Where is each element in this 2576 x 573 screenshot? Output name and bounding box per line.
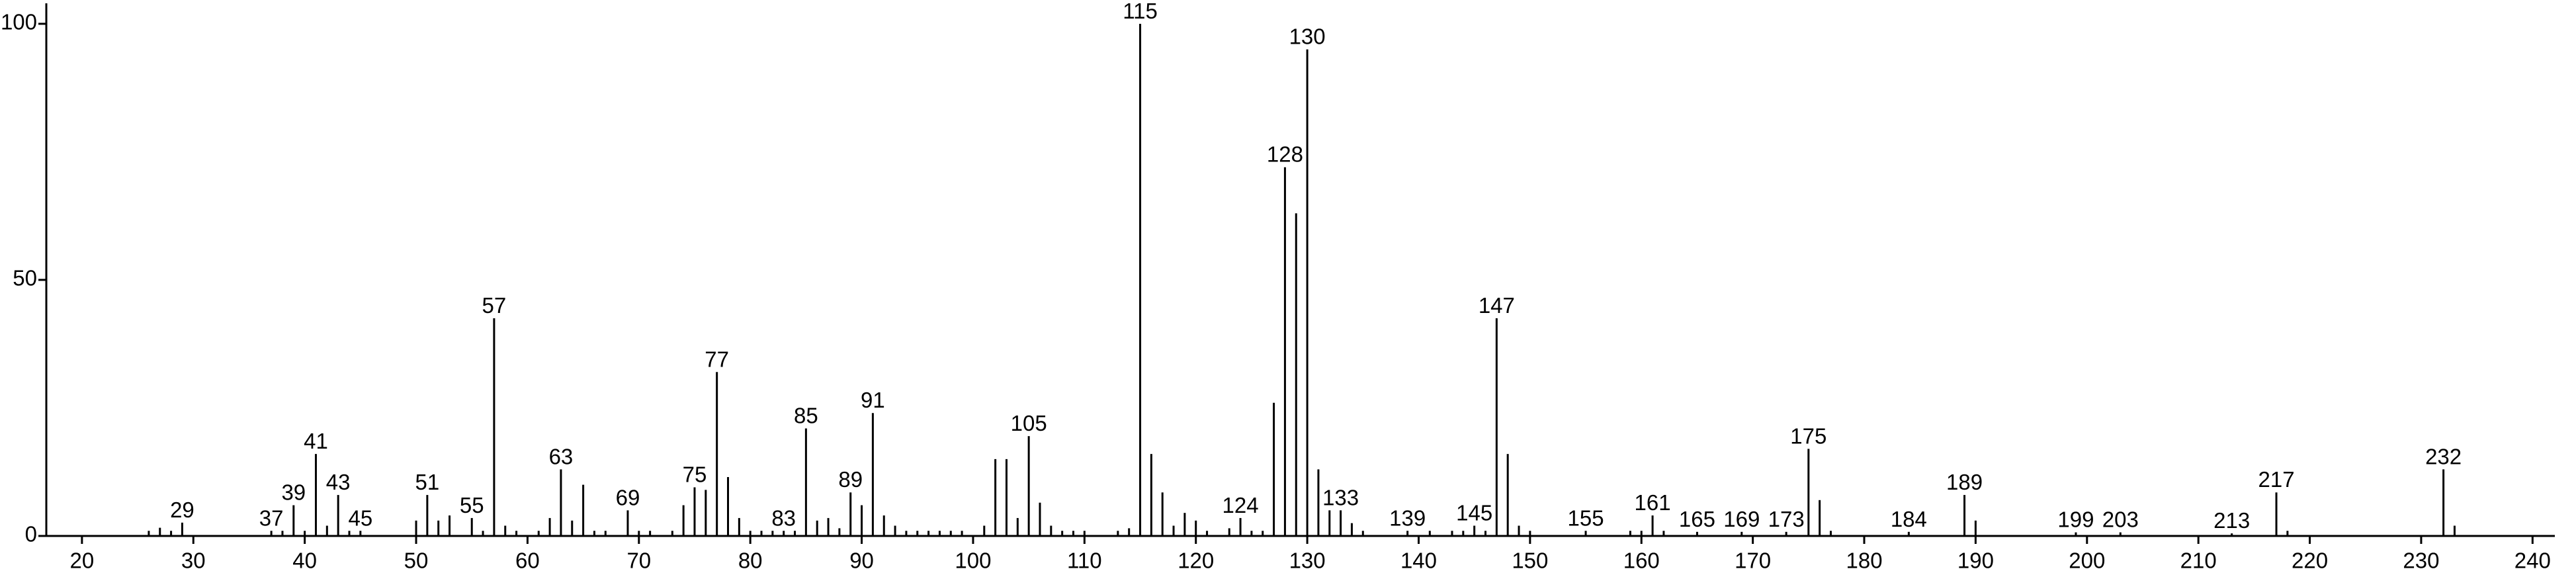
peak-label: 130 (1289, 24, 1326, 49)
peak-label: 77 (705, 347, 729, 371)
peak-label: 75 (683, 462, 707, 486)
x-tick-label: 70 (626, 549, 651, 573)
peak-label: 89 (838, 467, 863, 492)
x-tick-label: 40 (292, 549, 317, 573)
x-tick-label: 80 (738, 549, 763, 573)
peak-label: 189 (1946, 470, 1983, 494)
peak-label: 39 (281, 480, 306, 505)
peak-label: 29 (170, 498, 194, 522)
x-tick-label: 160 (1623, 549, 1660, 573)
peak-label: 169 (1723, 507, 1760, 531)
x-tick-label: 210 (2180, 549, 2217, 573)
peak-label: 133 (1322, 485, 1359, 509)
peak-label: 83 (771, 506, 796, 530)
peak-label: 37 (259, 506, 284, 530)
y-tick-label: 100 (1, 10, 37, 34)
peak-label: 43 (326, 470, 351, 494)
x-tick-label: 30 (181, 549, 206, 573)
peak-label: 63 (549, 444, 574, 468)
x-tick-label: 130 (1289, 549, 1326, 573)
peak-label: 217 (2258, 467, 2295, 492)
x-tick-label: 50 (404, 549, 429, 573)
peak-label: 85 (794, 403, 818, 427)
y-tick-label: 50 (13, 266, 37, 290)
x-tick-label: 240 (2514, 549, 2551, 573)
peak-label: 105 (1011, 411, 1047, 435)
peak-label: 155 (1568, 506, 1604, 530)
x-tick-label: 110 (1067, 549, 1102, 573)
x-tick-label: 230 (2403, 549, 2439, 573)
x-tick-label: 90 (849, 549, 874, 573)
peak-label: 203 (2102, 507, 2139, 532)
x-tick-label: 190 (1957, 549, 1994, 573)
peak-label: 69 (616, 485, 640, 509)
peak-label: 173 (1768, 507, 1805, 531)
peak-label: 213 (2213, 508, 2250, 533)
x-tick-label: 150 (1512, 549, 1548, 573)
peak-label: 57 (482, 293, 507, 318)
peak-label: 175 (1790, 423, 1826, 448)
peak-label: 91 (861, 388, 885, 412)
x-tick-label: 60 (515, 549, 540, 573)
peak-label: 41 (304, 429, 328, 453)
peak-label: 184 (1891, 507, 1927, 531)
peak-label: 232 (2425, 444, 2462, 468)
y-tick-label: 0 (25, 522, 37, 547)
x-tick-label: 180 (1846, 549, 1882, 573)
x-tick-label: 140 (1400, 549, 1437, 573)
peak-label: 128 (1267, 142, 1303, 167)
peak-label: 51 (415, 470, 440, 494)
peak-label: 165 (1679, 507, 1715, 531)
peak-label: 124 (1223, 493, 1259, 517)
x-tick-label: 170 (1735, 549, 1771, 573)
peak-label: 199 (2057, 507, 2094, 532)
peak-label: 55 (460, 493, 484, 517)
peak-label: 45 (348, 506, 372, 530)
peak-label: 147 (1479, 293, 1515, 318)
peak-label: 139 (1389, 506, 1426, 530)
peak-label: 115 (1123, 0, 1158, 23)
x-tick-label: 200 (2069, 549, 2105, 573)
x-tick-label: 120 (1178, 549, 1214, 573)
peak-label: 161 (1635, 490, 1671, 515)
x-tick-label: 100 (955, 549, 991, 573)
peak-label: 145 (1456, 501, 1492, 525)
x-tick-label: 20 (70, 549, 95, 573)
x-tick-label: 220 (2292, 549, 2328, 573)
